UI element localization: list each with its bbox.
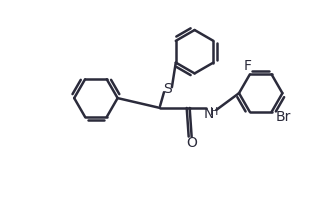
Text: N: N bbox=[203, 107, 214, 121]
Text: O: O bbox=[186, 137, 197, 150]
Text: H: H bbox=[210, 107, 218, 117]
Text: Br: Br bbox=[276, 110, 291, 124]
Text: F: F bbox=[244, 60, 252, 73]
Text: S: S bbox=[164, 82, 172, 96]
